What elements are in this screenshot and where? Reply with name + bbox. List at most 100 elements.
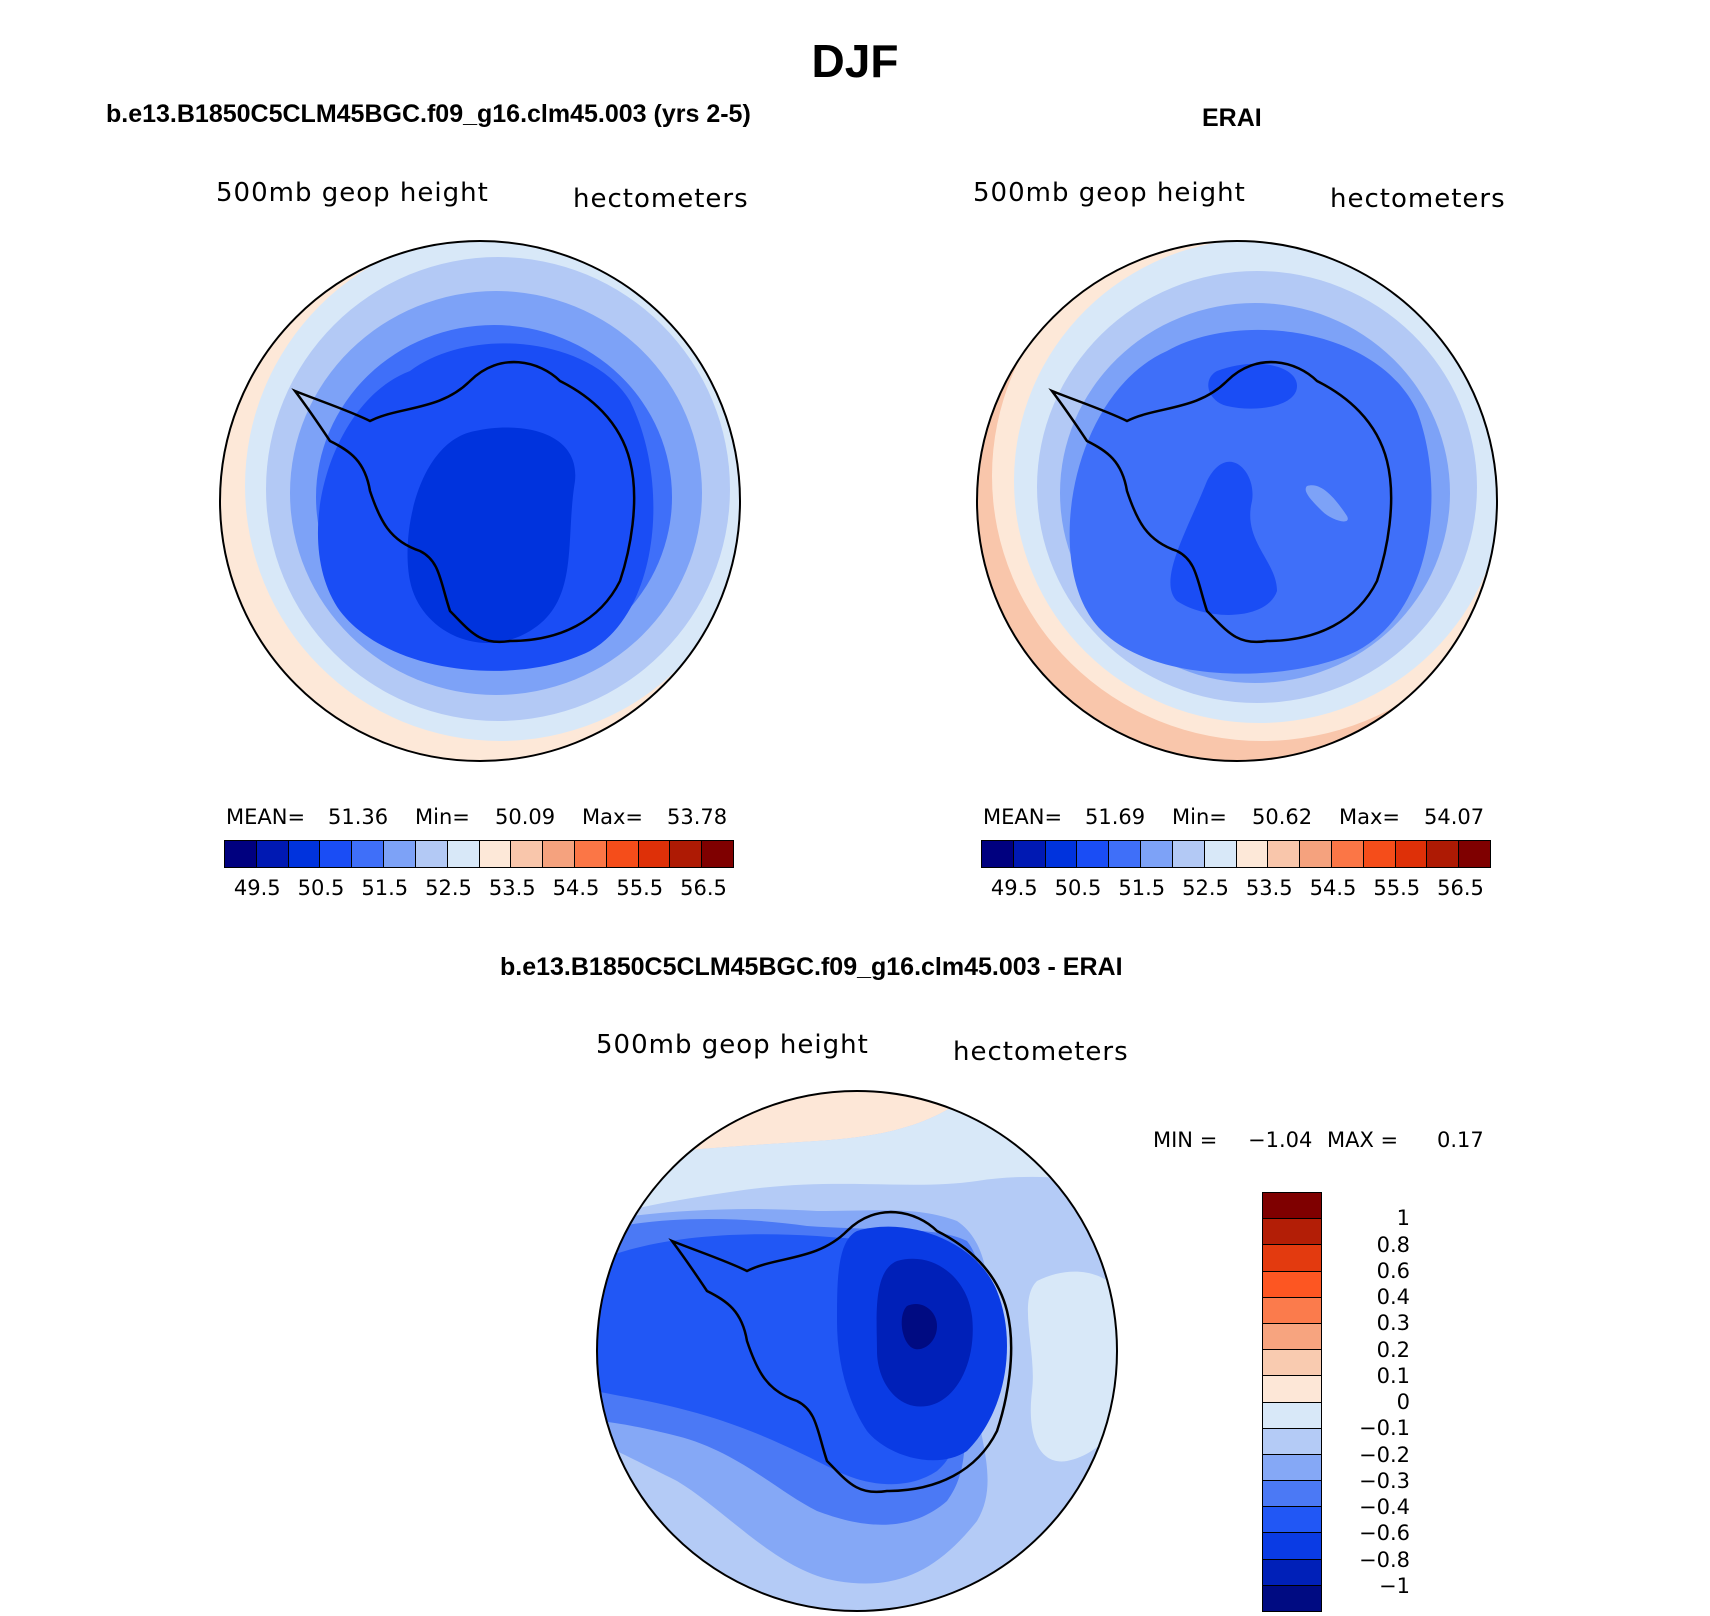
obs-colorbar-ticks: 49.5 50.5 51.5 52.5 53.5 54.5 55.5 56.5 [981,876,1491,902]
diff-colorbar-tick-label: −0.2 [1359,1442,1410,1467]
model-colorbar [224,840,734,868]
model-colorbar-box [574,841,607,867]
obs-colorbar-box [1109,841,1142,867]
obs-colorbar-box [1395,841,1428,867]
model-colorbar-tick-label: 53.5 [488,876,536,900]
diff-polar-map [596,1090,1118,1612]
model-colorbar-box [638,841,671,867]
model-mean-value: 51.36 [328,805,389,829]
model-panel-title: b.e13.B1850C5CLM45BGC.f09_g16.clm45.003 … [106,100,751,128]
obs-colorbar-box [1363,841,1396,867]
diff-max-value: 0.17 [1437,1128,1484,1152]
model-colorbar-tick-label: 49.5 [233,876,281,900]
diff-colorbar-box [1263,1350,1321,1377]
obs-units-label: hectometers [1330,184,1506,214]
diff-min-value: −1.04 [1248,1128,1313,1152]
model-colorbar-box [415,841,448,867]
obs-colorbar-box [1331,841,1364,867]
diff-colorbar-box [1263,1193,1321,1220]
obs-panel-title: ERAI [1202,104,1262,132]
model-units-label: hectometers [573,184,749,214]
diff-colorbar-box [1263,1376,1321,1403]
diff-colorbar-tick-label: 0.3 [1376,1311,1410,1336]
diff-colorbar-box [1263,1428,1321,1455]
diff-variable-label: 500mb geop height [596,1030,869,1060]
model-colorbar-tick-label: 50.5 [297,876,345,900]
diff-colorbar-box [1263,1297,1321,1324]
diff-units-label: hectometers [953,1037,1129,1067]
diff-colorbar-tick-label: −0.8 [1359,1547,1410,1572]
diff-colorbar-tick-label: 1 [1396,1206,1410,1231]
diff-colorbar-ticks: 1 0.8 0.6 0.4 0.3 0.2 0.1 0 −0.1 −0.2 −0.3 −0.4 −0.6… [1330,1192,1410,1612]
model-colorbar-box [384,841,416,867]
model-colorbar-tick-label: 51.5 [361,876,409,900]
model-min-label: Min= [415,805,470,829]
obs-min-label: Min= [1172,805,1227,829]
obs-max-label: Max= [1339,805,1401,829]
obs-colorbar-box [1459,841,1490,867]
diff-colorbar-tick-label: 0.6 [1376,1258,1410,1283]
diff-colorbar-tick-label: 0.8 [1376,1232,1410,1257]
diff-colorbar-tick-label: −0.3 [1359,1468,1410,1493]
obs-coastline [1048,360,1393,644]
obs-colorbar [981,840,1491,868]
diff-colorbar-box [1263,1454,1321,1482]
model-max-value: 53.78 [667,805,728,829]
obs-max-value: 54.07 [1424,805,1485,829]
obs-colorbar-tick-label: 52.5 [1182,876,1229,900]
diff-colorbar-tick-label: 0.1 [1376,1363,1410,1388]
diff-colorbar-box [1263,1559,1321,1586]
diff-colorbar-tick-label: −0.4 [1359,1495,1410,1519]
model-colorbar-box [320,841,353,867]
model-colorbar-ticks: 49.5 50.5 51.5 52.5 53.5 54.5 55.5 56.5 [224,876,734,902]
obs-colorbar-box [1427,841,1460,867]
diff-max-label: MAX = [1327,1128,1399,1152]
model-coastline [291,360,636,644]
model-colorbar-tick-label: 52.5 [425,876,472,900]
model-min-value: 50.09 [495,805,556,829]
obs-min-value: 50.62 [1252,805,1313,829]
diff-colorbar-box [1263,1323,1321,1351]
obs-colorbar-tick-label: 55.5 [1373,876,1421,900]
model-colorbar-box [479,841,512,867]
obs-colorbar-box [1013,841,1046,867]
obs-colorbar-tick-label: 53.5 [1245,876,1293,900]
diff-min-label: MIN = [1153,1128,1218,1152]
model-colorbar-box [352,841,385,867]
model-variable-label: 500mb geop height [216,178,489,208]
obs-colorbar-tick-label: 56.5 [1437,876,1484,900]
diff-colorbar-tick-label: 0 [1396,1390,1410,1414]
diff-colorbar-tick-label: −1 [1379,1573,1410,1598]
diff-colorbar-box [1263,1245,1321,1272]
diff-coastline [668,1210,1013,1494]
diff-colorbar-tick-label: 0.4 [1376,1285,1410,1309]
model-colorbar-box [256,841,289,867]
model-colorbar-box [670,841,703,867]
diff-colorbar-box [1263,1533,1321,1560]
obs-colorbar-box [1141,841,1173,867]
diff-colorbar-box [1263,1219,1321,1246]
model-colorbar-tick-label: 55.5 [616,876,664,900]
obs-colorbar-box [1045,841,1078,867]
model-colorbar-tick-label: 56.5 [680,876,727,900]
figure-title: DJF [811,35,899,87]
model-colorbar-box [543,841,575,867]
model-colorbar-box [225,841,257,867]
obs-colorbar-tick-label: 51.5 [1118,876,1166,900]
diff-colorbar-box [1263,1481,1321,1508]
obs-polar-map [976,240,1498,762]
obs-colorbar-box [982,841,1014,867]
obs-colorbar-tick-label: 54.5 [1309,876,1357,900]
model-polar-map [219,240,741,762]
model-colorbar-box [511,841,544,867]
obs-colorbar-box [1204,841,1237,867]
diff-colorbar-box [1263,1271,1321,1298]
diff-colorbar-tick-label: 0.2 [1376,1337,1410,1362]
model-colorbar-tick-label: 54.5 [552,876,600,900]
obs-colorbar-box [1172,841,1205,867]
obs-colorbar-box [1077,841,1110,867]
diff-colorbar-box [1263,1402,1321,1429]
obs-colorbar-tick-label: 50.5 [1054,876,1102,900]
obs-colorbar-box [1236,841,1269,867]
obs-colorbar-box [1300,841,1332,867]
